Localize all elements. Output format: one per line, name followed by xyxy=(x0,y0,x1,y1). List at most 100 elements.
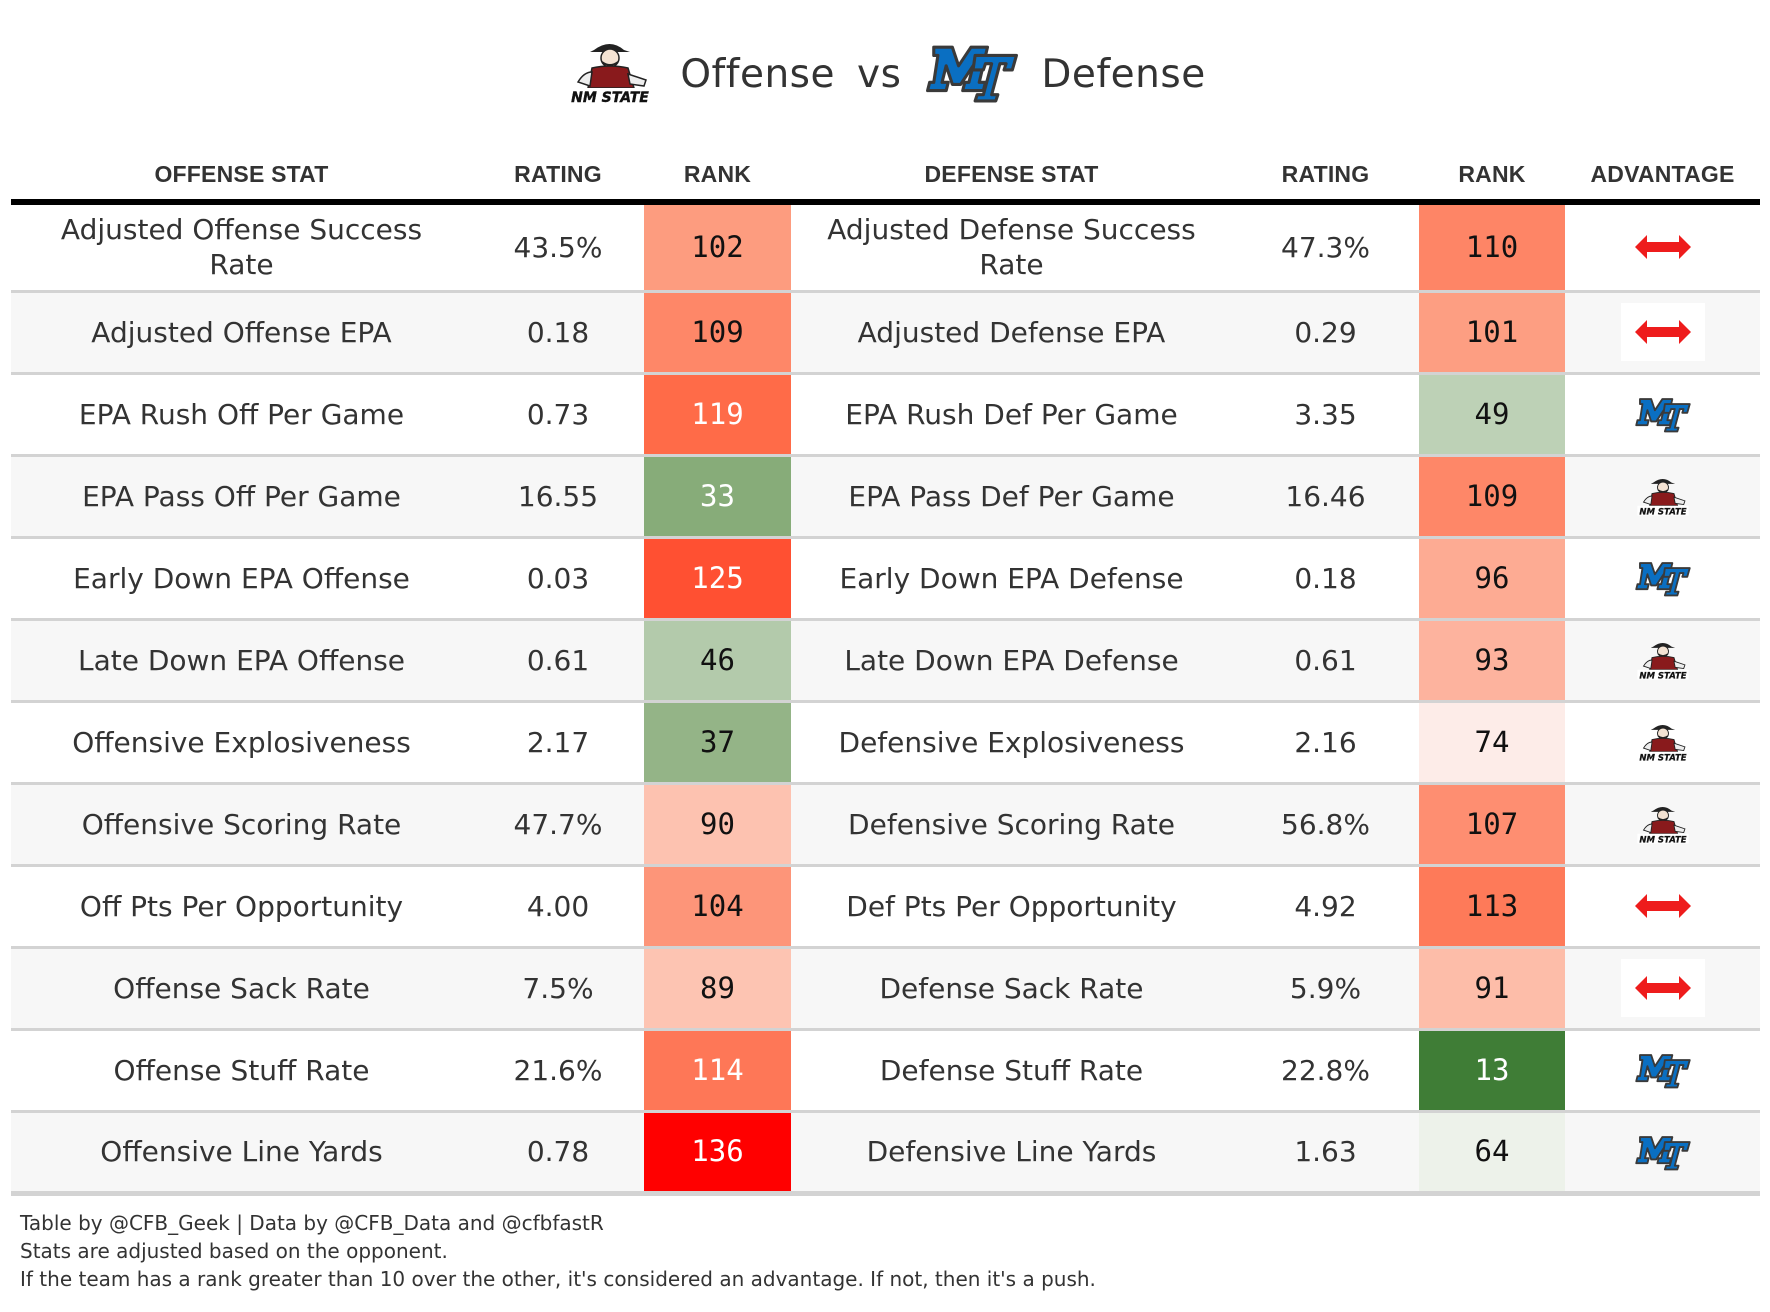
defense-stat-cell: Adjusted Defense EPA xyxy=(791,291,1232,375)
advantage-indicator xyxy=(1620,303,1705,361)
footer-credits: Table by @CFB_Geek | Data by @CFB_Data a… xyxy=(20,1211,604,1235)
table-row: Late Down EPA Offense 0.61 46 Late Down EPA… xyxy=(11,619,1760,703)
defense-rating-cell: 16.46 xyxy=(1232,455,1419,539)
advantage-cell: NM STATE xyxy=(1565,701,1760,785)
advantage-indicator: NM STATE xyxy=(1621,467,1705,525)
advantage-cell xyxy=(1565,537,1760,621)
offense-rating-cell: 47.7% xyxy=(472,783,644,867)
advantage-indicator xyxy=(1620,959,1705,1017)
advantage-indicator xyxy=(1621,1123,1705,1181)
svg-text:NM STATE: NM STATE xyxy=(1639,671,1686,681)
title-defense: Defense xyxy=(1041,51,1206,97)
nmsu-logo-icon: NM STATE xyxy=(1636,642,1689,681)
svg-text:NM STATE: NM STATE xyxy=(1639,507,1686,517)
header-defense-rating: RATING xyxy=(1232,150,1419,205)
header-offense-rank: RANK xyxy=(644,150,791,205)
defense-rank-cell: 93 xyxy=(1419,619,1565,703)
title-vs: vs xyxy=(857,51,902,97)
footer: Table by @CFB_Geek | Data by @CFB_Data a… xyxy=(20,1209,1096,1293)
offense-rating-cell: 7.5% xyxy=(472,947,644,1031)
mt-logo-icon xyxy=(1634,1135,1691,1170)
offense-rank-cell: 125 xyxy=(644,537,791,621)
advantage-cell: NM STATE xyxy=(1565,783,1760,867)
defense-stat-cell: Defense Stuff Rate xyxy=(791,1029,1232,1113)
advantage-cell xyxy=(1565,373,1760,457)
offense-stat-cell: Offensive Line Yards xyxy=(11,1111,472,1196)
offense-rating-cell: 0.03 xyxy=(472,537,644,621)
defense-rating-cell: 47.3% xyxy=(1232,202,1419,293)
nmsu-logo-icon: NM STATE xyxy=(1636,724,1689,763)
offense-rating-cell: 0.61 xyxy=(472,619,644,703)
defense-rating-cell: 2.16 xyxy=(1232,701,1419,785)
defense-rating-cell: 56.8% xyxy=(1232,783,1419,867)
offense-stat-cell: Off Pts Per Opportunity xyxy=(11,865,472,949)
advantage-cell xyxy=(1565,1111,1760,1196)
table-row: Adjusted Offense Success Rate 43.5% 102 Adj… xyxy=(11,202,1760,293)
defense-rank-cell: 113 xyxy=(1419,865,1565,949)
table-row: Adjusted Offense EPA 0.18 109 Adjusted Defe… xyxy=(11,291,1760,375)
offense-rating-cell: 0.73 xyxy=(472,373,644,457)
offense-rating-cell: 43.5% xyxy=(472,202,644,293)
advantage-cell xyxy=(1565,291,1760,375)
offense-stat-cell: Offensive Explosiveness xyxy=(11,701,472,785)
table-row: EPA Pass Off Per Game 16.55 33 EPA Pass Def… xyxy=(11,455,1760,539)
offense-rank-cell: 104 xyxy=(644,865,791,949)
offense-rank-cell: 109 xyxy=(644,291,791,375)
header-defense-rank: RANK xyxy=(1419,150,1565,205)
double-arrow-icon xyxy=(1634,320,1691,344)
svg-text:NM STATE: NM STATE xyxy=(1639,835,1686,845)
offense-stat-cell: Offensive Scoring Rate xyxy=(11,783,472,867)
defense-rating-cell: 3.35 xyxy=(1232,373,1419,457)
offense-rank-cell: 89 xyxy=(644,947,791,1031)
offense-rank-cell: 46 xyxy=(644,619,791,703)
offense-stat-cell: Offense Stuff Rate xyxy=(11,1029,472,1113)
defense-stat-cell: EPA Pass Def Per Game xyxy=(791,455,1232,539)
offense-stat-cell: Early Down EPA Offense xyxy=(11,537,472,621)
offense-rating-cell: 2.17 xyxy=(472,701,644,785)
advantage-cell xyxy=(1565,865,1760,949)
advantage-cell xyxy=(1565,947,1760,1031)
advantage-indicator xyxy=(1621,385,1705,443)
double-arrow-icon xyxy=(1634,894,1691,918)
offense-stat-cell: EPA Rush Off Per Game xyxy=(11,373,472,457)
offense-rating-cell: 16.55 xyxy=(472,455,644,539)
defense-stat-cell: Late Down EPA Defense xyxy=(791,619,1232,703)
nmsu-logo-icon: NM STATE xyxy=(1636,806,1689,845)
offense-stat-cell: Late Down EPA Offense xyxy=(11,619,472,703)
defense-rank-cell: 109 xyxy=(1419,455,1565,539)
header-row: OFFENSE STAT RATING RANK DEFENSE STAT RA… xyxy=(11,150,1760,205)
svg-text:NM STATE: NM STATE xyxy=(571,90,649,106)
advantage-indicator xyxy=(1621,877,1705,935)
offense-rank-cell: 102 xyxy=(644,202,791,293)
advantage-indicator: NM STATE xyxy=(1621,795,1705,853)
defense-stat-cell: Early Down EPA Defense xyxy=(791,537,1232,621)
offense-rank-cell: 33 xyxy=(644,455,791,539)
advantage-cell: NM STATE xyxy=(1565,619,1760,703)
table-row: Offensive Line Yards 0.78 136 Defensive Lin… xyxy=(11,1111,1760,1196)
offense-stat-cell: Adjusted Offense Success Rate xyxy=(11,202,472,293)
defense-rank-cell: 64 xyxy=(1419,1111,1565,1196)
defense-rank-cell: 91 xyxy=(1419,947,1565,1031)
table-body: Adjusted Offense Success Rate 43.5% 102 Adj… xyxy=(11,202,1760,1196)
nmsu-logo-icon: NM STATE xyxy=(1636,478,1689,517)
defense-rating-cell: 0.61 xyxy=(1232,619,1419,703)
footer-note-adjusted: Stats are adjusted based on the opponent… xyxy=(20,1239,448,1263)
table-row: Offense Stuff Rate 21.6% 114 Defense Stuff … xyxy=(11,1029,1760,1113)
header-offense-rating: RATING xyxy=(472,150,644,205)
mt-logo-icon xyxy=(926,45,1019,102)
table-row: Early Down EPA Offense 0.03 125 Early Down … xyxy=(11,537,1760,621)
defense-stat-cell: Adjusted Defense Success Rate xyxy=(791,202,1232,293)
table-row: Offense Sack Rate 7.5% 89 Defense Sack Rate… xyxy=(11,947,1760,1031)
defense-rating-cell: 4.92 xyxy=(1232,865,1419,949)
advantage-indicator xyxy=(1621,1041,1705,1099)
defense-rank-cell: 74 xyxy=(1419,701,1565,785)
defense-rating-cell: 22.8% xyxy=(1232,1029,1419,1113)
offense-rank-cell: 37 xyxy=(644,701,791,785)
offense-stat-cell: Offense Sack Rate xyxy=(11,947,472,1031)
defense-stat-cell: Defense Sack Rate xyxy=(791,947,1232,1031)
defense-rank-cell: 110 xyxy=(1419,202,1565,293)
defense-rank-cell: 96 xyxy=(1419,537,1565,621)
offense-rating-cell: 4.00 xyxy=(472,865,644,949)
double-arrow-icon xyxy=(1634,235,1691,260)
table-row: EPA Rush Off Per Game 0.73 119 EPA Rush Def… xyxy=(11,373,1760,457)
